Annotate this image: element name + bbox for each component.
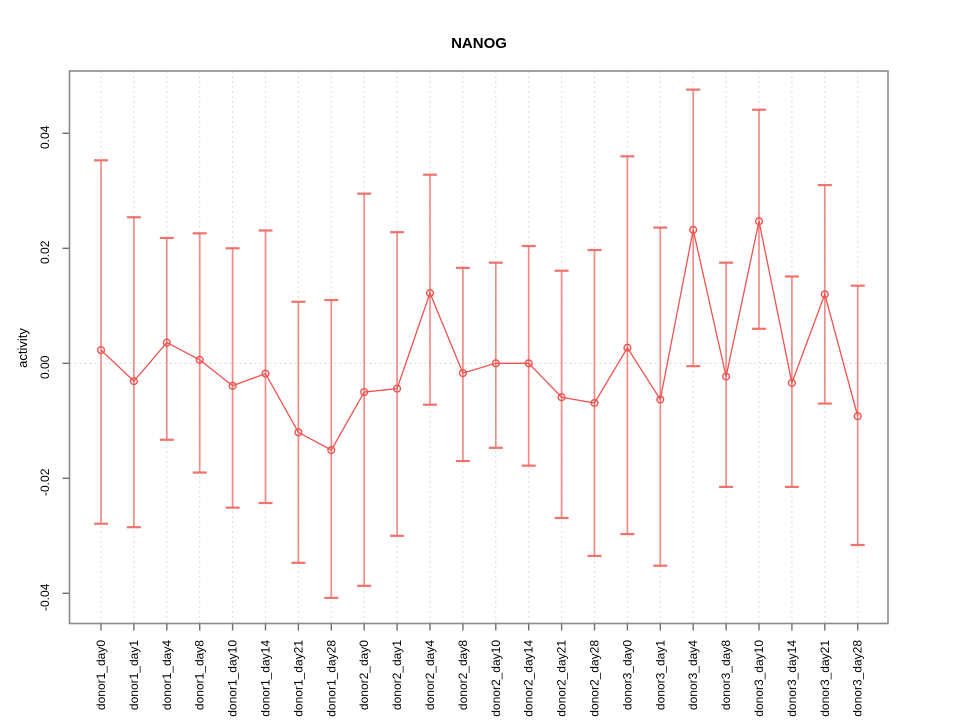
x-tick-label: donor3_day28 bbox=[851, 640, 865, 717]
x-tick-label: donor2_day21 bbox=[555, 640, 569, 717]
x-tick-label: donor2_day14 bbox=[522, 640, 536, 717]
x-tick-label: donor3_day10 bbox=[752, 640, 766, 717]
x-tick-label: donor1_day0 bbox=[94, 640, 108, 710]
x-tick-label: donor1_day28 bbox=[324, 640, 338, 717]
y-tick-label: 0.02 bbox=[38, 240, 52, 264]
series-line-layer bbox=[100, 221, 859, 452]
gridlines-layer bbox=[100, 71, 859, 624]
x-tick-label: donor2_day28 bbox=[588, 640, 602, 717]
x-tick-label: donor2_day10 bbox=[489, 640, 503, 717]
data-points-layer bbox=[96, 217, 862, 455]
x-tick-labels-layer: donor1_day0 donor1_day1 donor1_day4 donor1_… bbox=[94, 640, 865, 717]
plot-frame bbox=[68, 70, 889, 625]
x-tick-label: donor1_day10 bbox=[226, 640, 240, 717]
data-point bbox=[524, 359, 533, 368]
data-point bbox=[787, 378, 797, 387]
data-point bbox=[689, 225, 698, 235]
data-point bbox=[228, 381, 237, 390]
data-point bbox=[261, 369, 270, 378]
x-tick-label: donor3_day21 bbox=[818, 640, 832, 717]
x-tick-label: donor1_day1 bbox=[127, 640, 141, 710]
data-point bbox=[557, 393, 566, 402]
data-point bbox=[754, 217, 764, 226]
data-point bbox=[294, 428, 303, 437]
y-tick-label: 0.00 bbox=[38, 355, 52, 379]
x-tick-label: donor3_day4 bbox=[686, 640, 700, 710]
y-tick-label: -0.02 bbox=[38, 468, 52, 496]
x-tick-label: donor2_day1 bbox=[390, 640, 404, 710]
data-point bbox=[458, 368, 468, 378]
data-point bbox=[195, 355, 204, 364]
x-tick-label: donor3_day1 bbox=[653, 640, 667, 710]
x-tick-label: donor1_day21 bbox=[291, 640, 305, 717]
error-bars-layer bbox=[94, 88, 865, 600]
data-point bbox=[360, 387, 369, 397]
x-tick-label: donor2_day8 bbox=[456, 640, 470, 710]
data-point bbox=[393, 384, 402, 393]
data-point bbox=[623, 343, 632, 352]
data-point bbox=[96, 345, 106, 355]
data-point bbox=[656, 395, 665, 404]
data-point bbox=[327, 446, 336, 455]
data-point bbox=[491, 359, 500, 368]
x-tick-label: donor3_day14 bbox=[785, 640, 799, 717]
x-tick-label: donor2_day0 bbox=[357, 640, 371, 710]
data-point bbox=[129, 377, 139, 386]
y-tick-label: -0.04 bbox=[38, 583, 52, 611]
data-point bbox=[820, 290, 829, 299]
axis-ticks-layer bbox=[62, 132, 859, 631]
x-tick-label: donor3_day8 bbox=[719, 640, 733, 710]
x-tick-label: donor1_day4 bbox=[160, 640, 174, 710]
y-tick-labels-layer: -0.04 -0.02 0.00 0.02 0.04 bbox=[38, 125, 52, 611]
data-point bbox=[590, 398, 599, 408]
x-tick-label: donor2_day4 bbox=[423, 640, 437, 710]
data-point bbox=[162, 338, 171, 347]
data-point bbox=[721, 372, 731, 381]
y-tick-label: 0.04 bbox=[38, 125, 52, 149]
chart-title: NANOG bbox=[451, 35, 507, 52]
data-point bbox=[425, 289, 435, 298]
x-tick-label: donor1_day14 bbox=[259, 640, 273, 717]
x-tick-label: donor3_day0 bbox=[620, 640, 634, 710]
data-point bbox=[853, 412, 862, 421]
series-line bbox=[100, 221, 859, 452]
y-axis-label: activity bbox=[15, 328, 30, 368]
x-tick-label: donor1_day8 bbox=[193, 640, 207, 710]
